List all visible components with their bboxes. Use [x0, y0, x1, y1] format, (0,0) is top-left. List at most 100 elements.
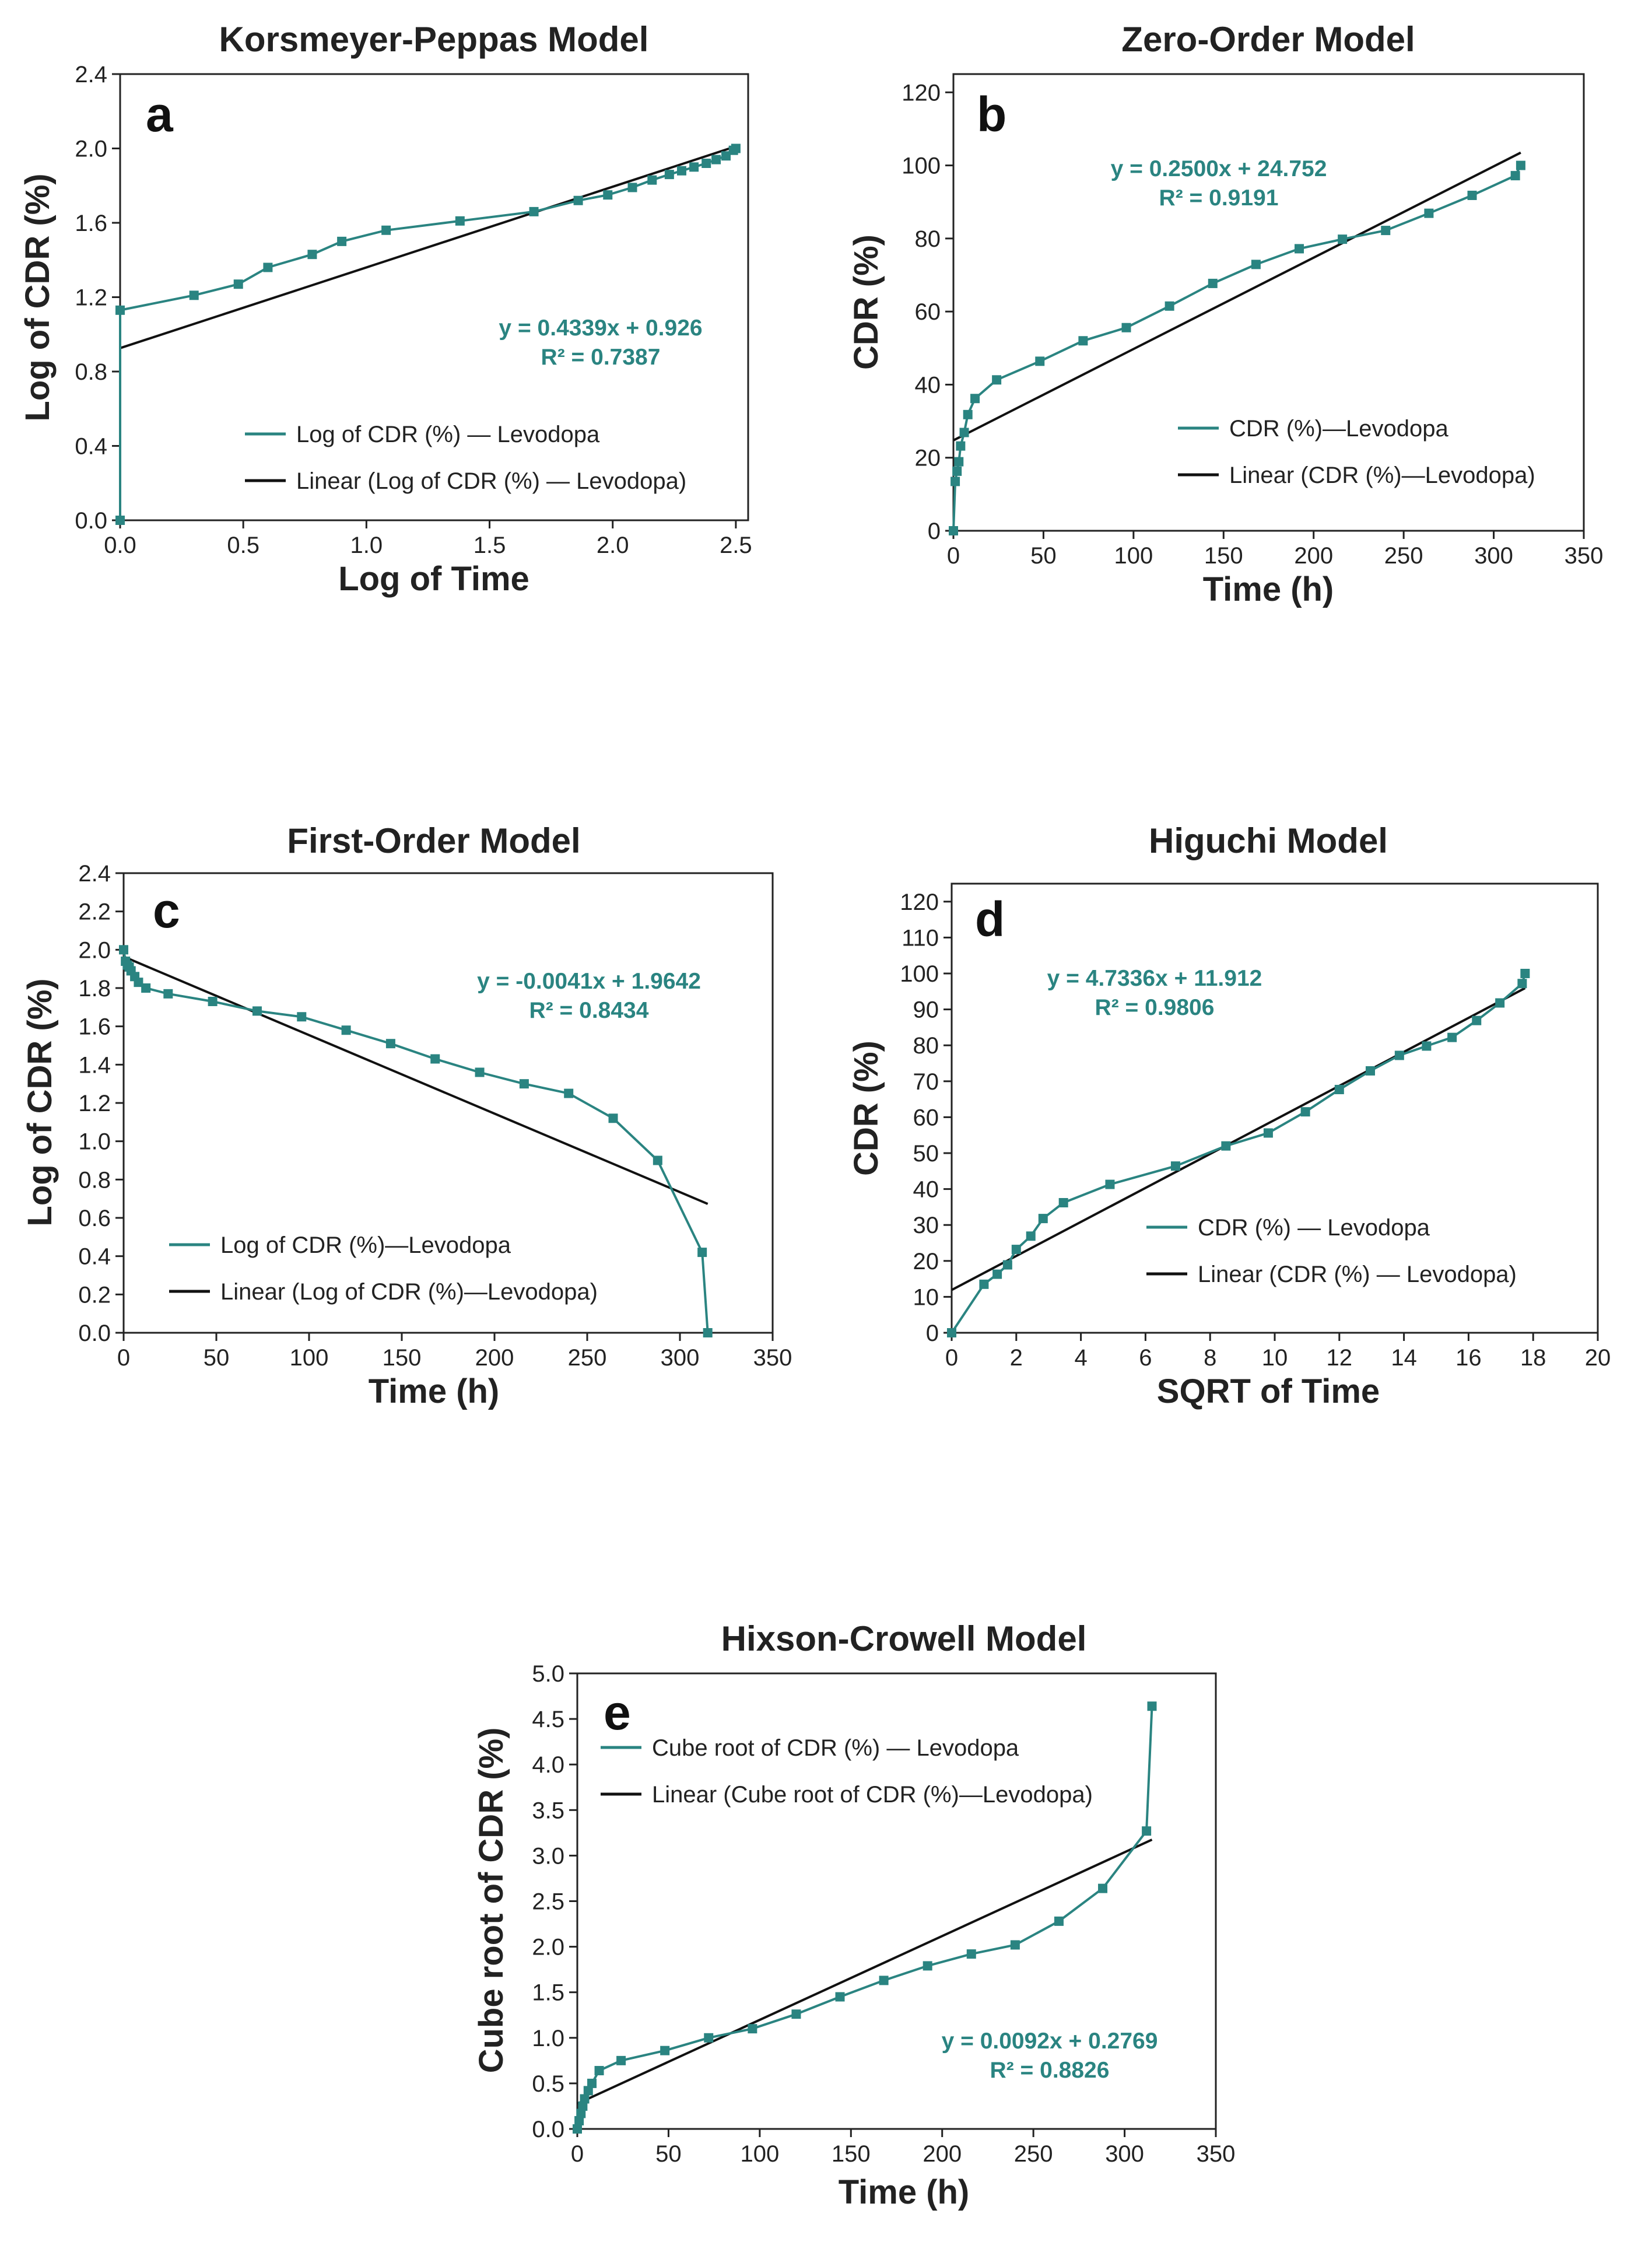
x-tick-label: 16: [1455, 1345, 1482, 1371]
x-tick-label: 0: [945, 1345, 958, 1371]
y-tick-label: 3.0: [532, 1843, 564, 1869]
data-point: [647, 175, 657, 185]
y-tick-label: 60: [915, 299, 941, 325]
y-tick-label: 2.4: [78, 861, 111, 887]
x-tick-label: 6: [1139, 1345, 1152, 1371]
data-point: [702, 159, 711, 168]
data-point: [1517, 979, 1527, 989]
chart-title: Korsmeyer-Peppas Model: [219, 20, 649, 59]
data-point: [189, 290, 199, 300]
y-tick-label: 2.4: [75, 62, 107, 87]
x-tick-label: 350: [1565, 543, 1604, 569]
data-point: [1381, 226, 1391, 236]
y-axis-label: Log of CDR (%): [19, 173, 57, 421]
legend: Log of CDR (%) — Levodopa Linear (Log of …: [245, 422, 686, 494]
y-tick-label: 4.5: [532, 1707, 564, 1732]
data-point: [252, 1006, 262, 1016]
data-point: [1147, 1701, 1157, 1711]
x-tick-label: 50: [655, 2141, 682, 2167]
data-point: [1221, 1141, 1231, 1151]
data-point: [954, 457, 964, 467]
legend-entry-fit: Linear (CDR (%) — Levodopa): [1198, 1262, 1517, 1287]
x-tick-label: 0: [947, 543, 960, 569]
x-tick-label: 150: [383, 1345, 422, 1371]
data-point: [1295, 244, 1304, 254]
data-point: [115, 516, 125, 525]
fit-line: [951, 987, 1526, 1291]
y-tick-label: 120: [900, 889, 939, 915]
panel-a: Korsmeyer-Peppas Model Log of Time Log of …: [19, 20, 752, 598]
fit-r-squared: R² = 0.9806: [1095, 995, 1215, 1020]
y-tick-label: 1.6: [78, 1014, 111, 1040]
data-point: [1447, 1032, 1457, 1042]
x-axis-label: Log of Time: [338, 560, 529, 598]
legend-entry-fit: Linear (Log of CDR (%) — Levodopa): [296, 468, 686, 494]
data-point: [627, 183, 637, 192]
chart-title: Higuchi Model: [1149, 821, 1388, 860]
y-tick-label: 50: [913, 1141, 939, 1167]
y-tick-label: 10: [913, 1284, 939, 1310]
data-point: [950, 477, 960, 486]
data-point: [608, 1113, 618, 1123]
data-point: [660, 2046, 670, 2055]
data-point: [1170, 1161, 1180, 1171]
series-line: [119, 147, 737, 520]
data-point: [1495, 998, 1505, 1008]
data-point: [233, 279, 243, 289]
data-point: [653, 1155, 662, 1165]
data-point: [704, 2033, 714, 2043]
fit-equation: y = 0.0092x + 0.2769: [942, 2029, 1158, 2054]
data-point: [134, 978, 143, 987]
y-tick-label: 1.4: [78, 1052, 111, 1078]
y-axis-label: CDR (%): [847, 234, 885, 370]
data-point: [529, 206, 539, 216]
fit-line: [120, 145, 736, 349]
y-tick-label: 110: [902, 925, 939, 951]
y-tick-label: 1.0: [78, 1129, 111, 1155]
x-tick-label: 0.0: [104, 533, 136, 558]
panel-label: d: [975, 892, 1005, 947]
x-tick-label: 0: [571, 2141, 584, 2167]
x-tick-label: 100: [290, 1345, 329, 1371]
data-point: [963, 409, 973, 419]
y-tick-label: 2.5: [532, 1889, 564, 1915]
y-tick-label: 2.0: [532, 1935, 564, 1960]
y-tick-label: 2.0: [78, 937, 111, 963]
y-axis-label: CDR (%): [847, 1041, 885, 1176]
data-point: [1467, 190, 1477, 200]
legend-entry-series: Log of CDR (%)—Levodopa: [220, 1232, 511, 1258]
fit-equation: y = 0.2500x + 24.752: [1111, 156, 1327, 181]
y-tick-label: 40: [915, 372, 941, 398]
y-tick-label: 2.0: [75, 136, 107, 162]
data-point: [576, 2109, 586, 2118]
data-point: [603, 190, 613, 200]
fit-line: [123, 955, 708, 1205]
y-tick-label: 2.2: [78, 899, 111, 925]
data-point: [578, 2101, 588, 2111]
data-point: [689, 162, 699, 172]
data-point: [1510, 171, 1520, 181]
data-point: [583, 2086, 593, 2096]
series-line: [952, 164, 1522, 531]
data-point: [1058, 1198, 1068, 1208]
x-tick-label: 4: [1074, 1345, 1087, 1371]
y-tick-label: 60: [913, 1105, 939, 1130]
y-tick-label: 1.8: [78, 976, 111, 1001]
fit-equation: y = -0.0041x + 1.9642: [477, 969, 701, 994]
x-tick-label: 1.0: [350, 533, 383, 558]
x-tick-label: 10: [1262, 1345, 1288, 1371]
data-point: [970, 394, 980, 404]
data-point: [1424, 208, 1434, 218]
y-tick-label: 1.6: [75, 211, 107, 236]
data-point: [1002, 1260, 1012, 1270]
data-point: [1054, 1916, 1064, 1926]
data-point: [1121, 323, 1131, 332]
x-tick-label: 250: [1014, 2141, 1053, 2167]
fit-equation: y = 4.7336x + 11.912: [1047, 966, 1262, 991]
x-tick-label: 12: [1327, 1345, 1353, 1371]
x-tick-label: 300: [1105, 2141, 1144, 2167]
y-tick-label: 0.5: [532, 2071, 564, 2097]
data-point: [1263, 1128, 1273, 1138]
data-point: [208, 996, 218, 1006]
